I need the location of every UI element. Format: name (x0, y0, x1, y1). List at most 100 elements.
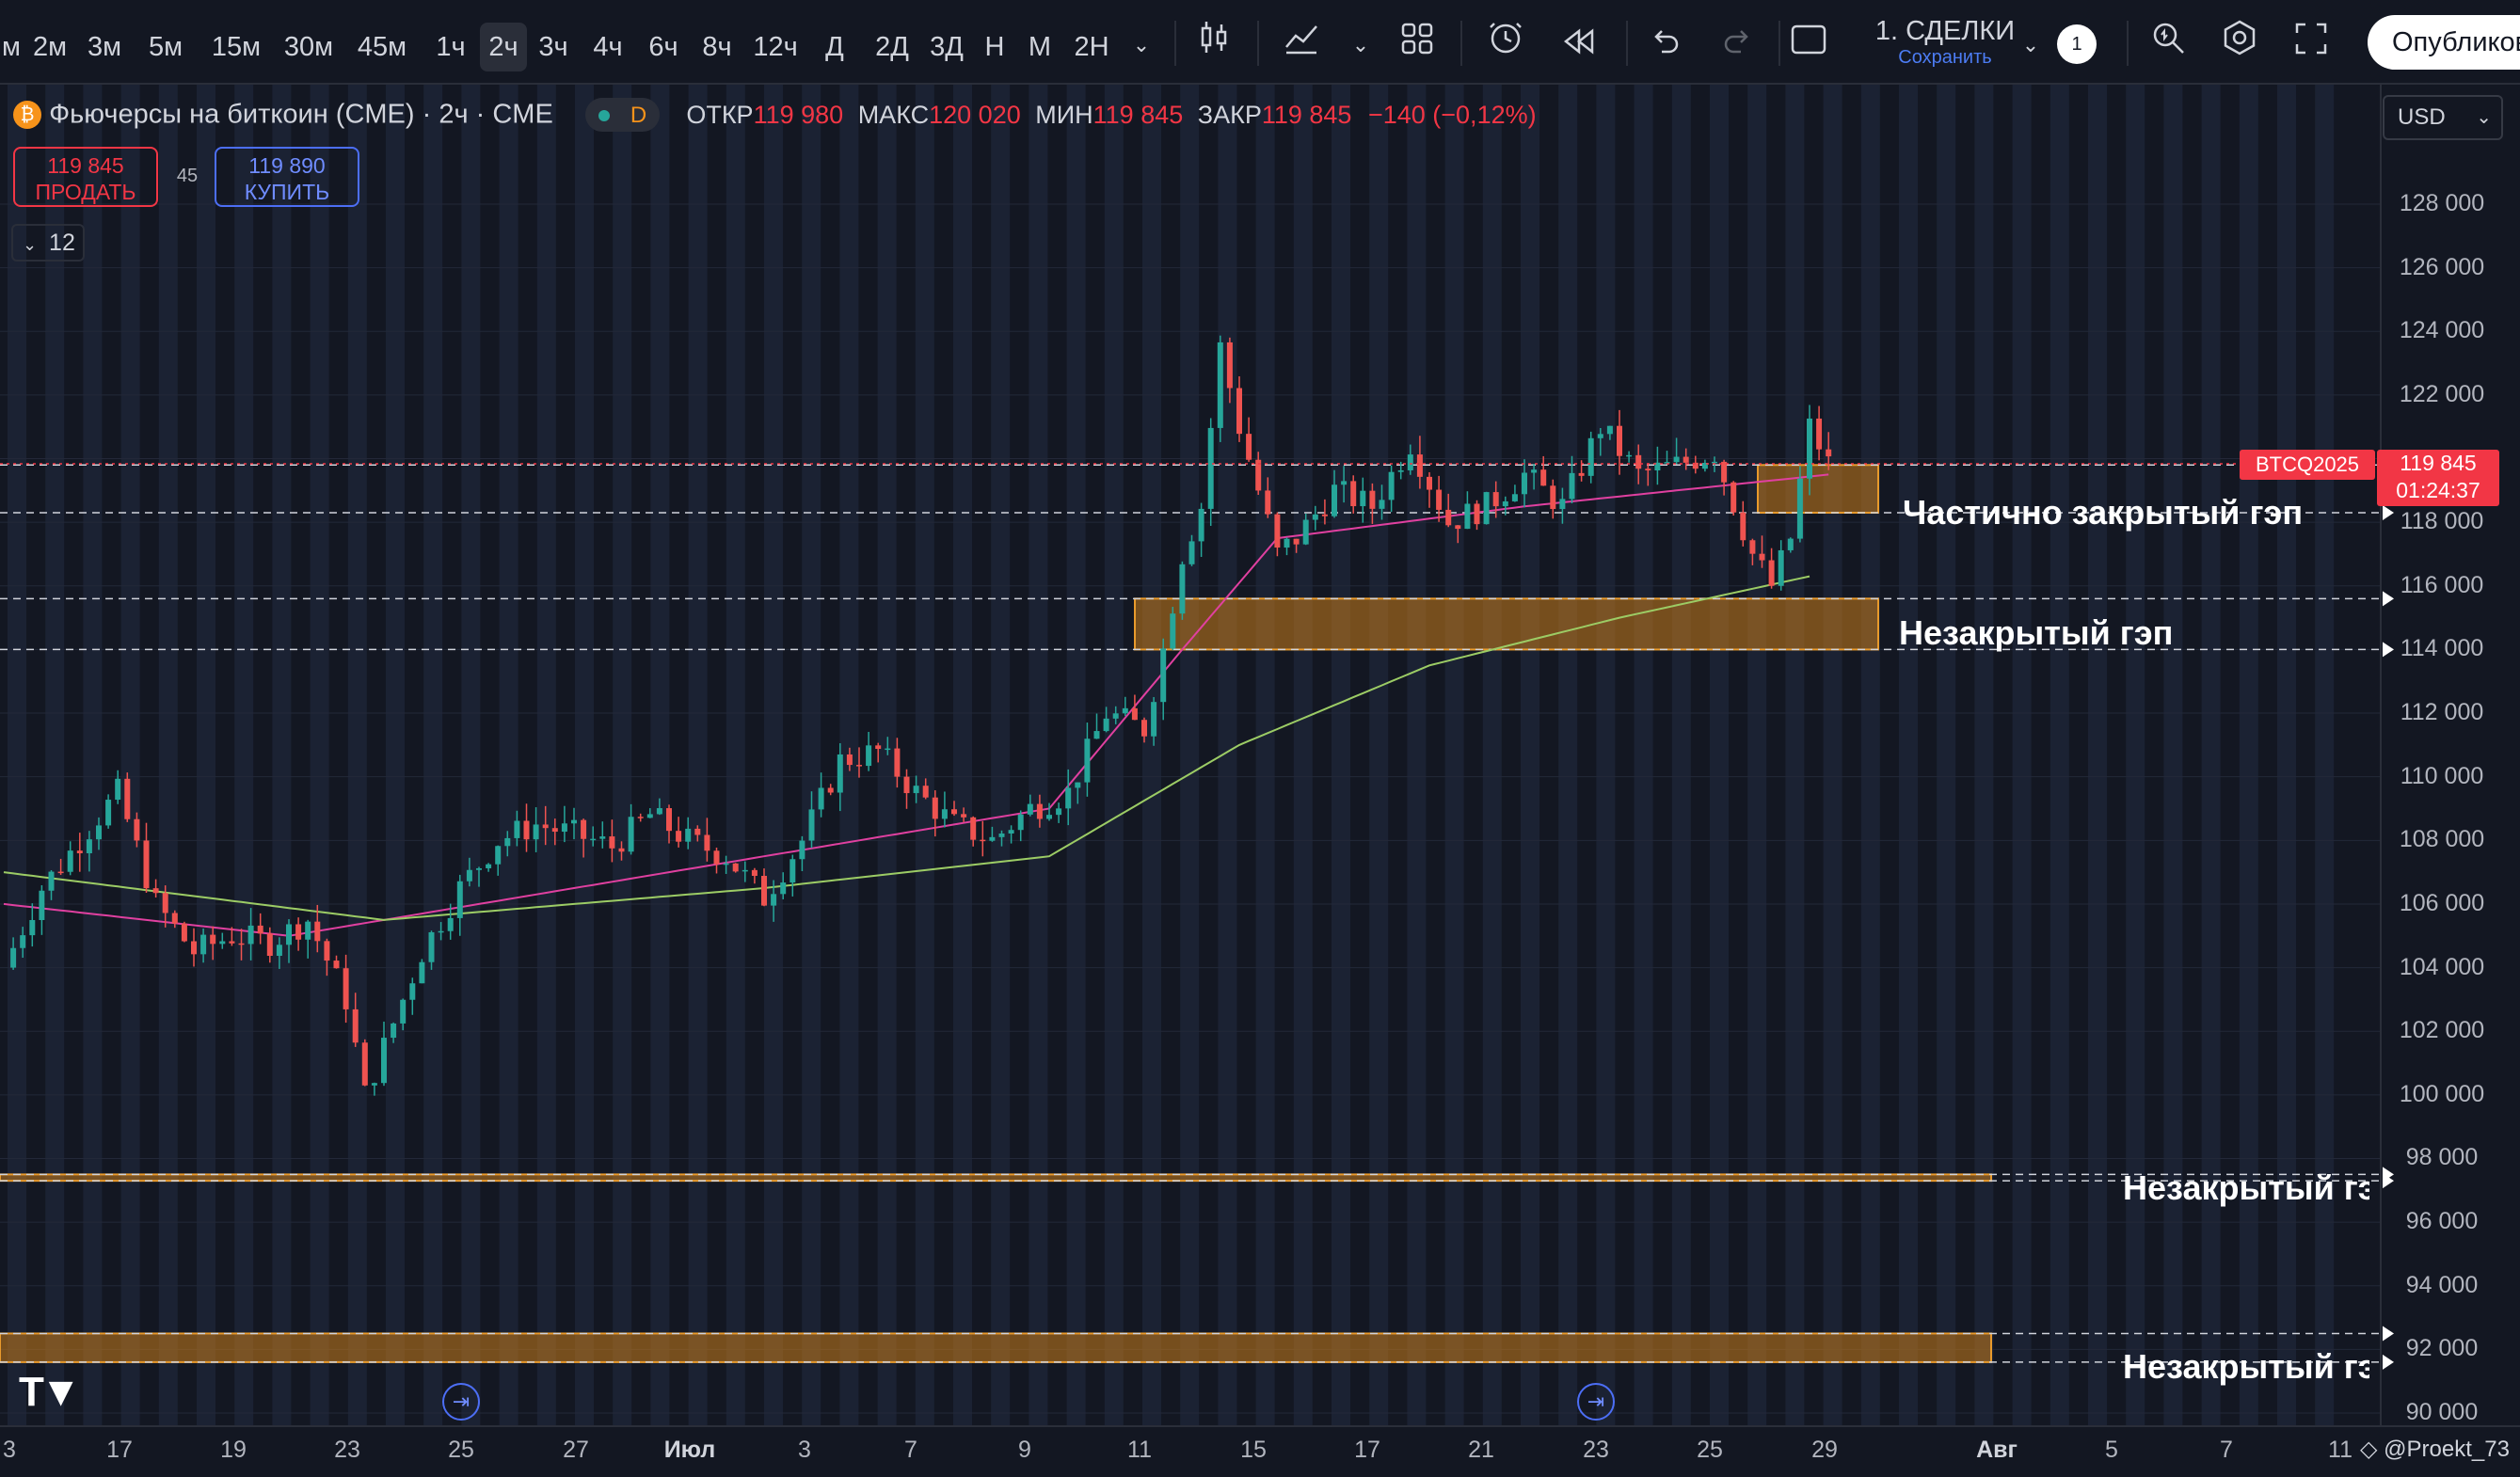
session-band (1029, 85, 1048, 1426)
timeframe-7[interactable]: 1ч (436, 32, 466, 62)
candle-body (751, 869, 758, 877)
candle-body (789, 859, 796, 883)
tradingview-logo-icon: T▼ (19, 1369, 81, 1415)
candle-body (628, 817, 634, 852)
indicators-icon[interactable] (1275, 19, 1328, 71)
timeframe-8[interactable]: 2ч (480, 23, 527, 71)
session-band (1482, 85, 1502, 1426)
candle-body (1265, 490, 1271, 515)
candle-body (808, 809, 815, 841)
market-status-badge[interactable]: D (584, 98, 661, 132)
layout-square-icon[interactable] (1782, 19, 1835, 71)
gap-arrow-icon (2383, 591, 2394, 607)
candle-body (1807, 418, 1812, 479)
gap-zones (0, 457, 2394, 1370)
candle-body (191, 941, 197, 955)
open-gap-label[interactable]: Незакрытый гэп (1899, 613, 2174, 652)
timeframe-1[interactable]: 2м (32, 32, 68, 62)
quick-search-icon[interactable] (2142, 19, 2194, 71)
timeframe-2[interactable]: 3м (87, 32, 122, 62)
partial-gap-label[interactable]: Частично закрытый гэп (1903, 493, 2304, 532)
fullscreen-icon[interactable] (2285, 19, 2337, 71)
timeframe-3[interactable]: 5м (148, 32, 183, 62)
candle-body (1464, 503, 1471, 530)
candle-body (1170, 613, 1176, 649)
candle-body (989, 836, 996, 841)
layout-grid-icon[interactable] (1391, 19, 1443, 71)
undo-icon[interactable] (1639, 19, 1692, 71)
candle-body (466, 869, 472, 881)
alert-clock-icon[interactable] (1479, 19, 1532, 71)
price-tick-label: 122 000 (2399, 380, 2485, 407)
gap-zone[interactable] (0, 1332, 1992, 1363)
timeframe-5[interactable]: 30м (283, 32, 334, 62)
buy-button[interactable]: 119 890 КУПИТЬ (215, 147, 359, 207)
sell-price: 119 845 (47, 153, 124, 178)
timeframe-11[interactable]: 6ч (648, 32, 678, 62)
settings-gear-icon[interactable] (2213, 19, 2266, 71)
candles-icon[interactable] (1188, 19, 1240, 71)
symbol-title[interactable]: Фьючерсы на биткоин (CME) · 2ч · CME (49, 99, 553, 130)
price-tick-label: 96 000 (2405, 1208, 2479, 1235)
dividend-marker-icon[interactable]: ⇥ (1577, 1383, 1615, 1421)
chevron-down-icon[interactable]: ⌄ (1132, 33, 1151, 56)
timeframe-18[interactable]: М (1028, 32, 1052, 62)
candle-body (295, 924, 302, 940)
publish-button[interactable]: Опубликов (2368, 15, 2520, 70)
candle-body (685, 828, 692, 842)
candle-body (1226, 341, 1233, 389)
timeframe-10[interactable]: 4ч (593, 32, 623, 62)
layout-name-button[interactable]: 1. СДЕЛКИ Сохранить (1856, 15, 2034, 68)
price-tick-label: 126 000 (2399, 253, 2485, 280)
indicators-toggle[interactable]: ⌄ 12 (11, 224, 85, 262)
timeframe-13[interactable]: 12ч (753, 32, 798, 62)
chevron-down-icon[interactable]: ⌄ (1351, 33, 1370, 56)
timeframe-19[interactable]: 2Н (1074, 32, 1109, 62)
candle-body (1084, 738, 1091, 783)
dividend-marker-icon[interactable]: ⇥ (442, 1383, 480, 1421)
candle-body (646, 814, 653, 818)
candle-body (115, 778, 121, 801)
candle-body (1017, 814, 1024, 831)
candle-body (1778, 549, 1784, 586)
gap-zone[interactable] (0, 1173, 1992, 1183)
timeframe-4[interactable]: 15м (211, 32, 262, 62)
timeframe-9[interactable]: 3ч (538, 32, 568, 62)
save-link[interactable]: Сохранить (1898, 47, 1992, 68)
delayed-badge: D (630, 103, 647, 129)
open-gap-label[interactable]: Незакрытый гэ (2123, 1168, 2369, 1207)
time-tick-label: 7 (2220, 1437, 2233, 1463)
chevron-down-icon[interactable]: ⌄ (2021, 33, 2040, 56)
session-bands (8, 85, 2335, 1426)
candle-body (257, 925, 263, 934)
candle-body (162, 893, 168, 913)
candle-body (1274, 514, 1281, 548)
replay-icon[interactable] (1553, 19, 1605, 71)
gap-zone[interactable] (1757, 464, 1879, 515)
session-band (347, 85, 367, 1426)
gap-zone[interactable] (1134, 597, 1879, 651)
candle-body (1522, 472, 1527, 495)
timeframe-16[interactable]: 3Д (930, 32, 964, 62)
timeframe-6[interactable]: 45м (357, 32, 407, 62)
session-band (1255, 85, 1275, 1426)
timeframe-17[interactable]: Н (984, 32, 1005, 62)
candle-body (286, 924, 292, 945)
gap-arrow-icon (2383, 1326, 2394, 1342)
candle-body (504, 837, 511, 847)
redo-icon[interactable] (1711, 19, 1763, 71)
timeframe-14[interactable]: Д (825, 32, 844, 62)
candle-body (875, 745, 882, 750)
alerts-count-badge[interactable]: 1 (2057, 24, 2097, 64)
timeframe-0[interactable]: м (2, 32, 21, 62)
candle-body (1531, 469, 1538, 473)
currency-select[interactable]: USD ⌄ (2383, 95, 2503, 140)
timeframe-12[interactable]: 8ч (702, 32, 732, 62)
open-gap-label[interactable]: Незакрытый гэ (2123, 1347, 2369, 1386)
session-band (2163, 85, 2183, 1426)
timeframe-15[interactable]: 2Д (875, 32, 909, 62)
sell-button[interactable]: 119 845 ПРОДАТЬ (13, 147, 158, 207)
session-band (1142, 85, 1161, 1426)
candle-body (1141, 720, 1147, 737)
